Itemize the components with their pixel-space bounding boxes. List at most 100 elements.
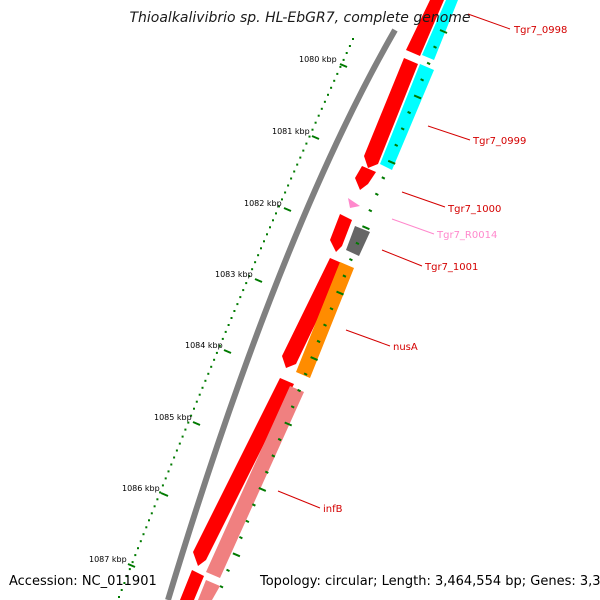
gene-tail[interactable]: [180, 570, 204, 600]
major-tick: [127, 563, 136, 568]
inner-tick: [219, 585, 224, 589]
scale-dot-track: [118, 38, 354, 598]
scale-dot: [260, 247, 262, 250]
scale-dot: [320, 107, 323, 110]
scale-dot: [272, 219, 274, 222]
label-line-tgr7-0998: [467, 13, 511, 30]
gene-label: nusA: [393, 342, 418, 353]
scale-dot: [348, 45, 351, 47]
scale-dot: [118, 596, 120, 598]
scale-dot: [145, 526, 148, 529]
scale-dot: [213, 358, 216, 361]
scale-dot: [342, 58, 345, 61]
major-tick: [254, 278, 263, 283]
scale-dot: [290, 177, 293, 180]
rna-tgr7-r0014[interactable]: [348, 198, 360, 208]
major-tick: [160, 492, 169, 497]
scale-dot: [266, 233, 268, 236]
inner-tick: [238, 536, 243, 540]
inner-tick: [245, 519, 250, 523]
inner-tick: [336, 290, 344, 296]
label-line-tgr7-r0014: [391, 218, 435, 235]
scale-dot: [201, 386, 204, 389]
gene-label: Tgr7_1001: [424, 262, 478, 273]
gene-nusa-neighbor[interactable]: [282, 258, 344, 368]
scale-dot: [123, 582, 126, 584]
inner-tick: [433, 45, 437, 49]
scale-dot: [221, 337, 224, 340]
gene-label: Tgr7_0999: [472, 136, 526, 147]
scale-dot: [236, 303, 239, 306]
scale-dot: [333, 79, 336, 82]
inner-tick: [323, 323, 327, 327]
scale-dot: [159, 491, 162, 494]
scale-dot: [184, 428, 187, 431]
kbp-labels: 1080 kbp 1081 kbp 1082 kbp 1083 kbp 1084…: [89, 55, 337, 564]
inner-tick: [226, 568, 230, 572]
scale-dot: [139, 540, 142, 543]
scale-dot: [254, 261, 257, 264]
inner-tick: [329, 307, 334, 311]
scale-dot: [278, 205, 280, 208]
kbp-label: 1083 kbp: [215, 270, 253, 279]
scale-dot: [167, 470, 170, 473]
inner-tick: [316, 339, 321, 344]
scale-dot: [327, 93, 329, 96]
gene-gray[interactable]: [346, 226, 370, 256]
scale-dot: [181, 435, 184, 438]
gene-salmon-tail[interactable]: [198, 580, 220, 600]
major-tick: [339, 63, 348, 68]
gene-tgr7-1000[interactable]: [355, 166, 376, 190]
scale-dot: [311, 128, 314, 131]
kbp-label: 1082 kbp: [244, 199, 282, 208]
scale-dot: [134, 554, 137, 557]
scale-dot: [339, 65, 342, 68]
scale-dot: [187, 421, 190, 424]
inner-tick: [368, 209, 373, 213]
major-tick: [192, 421, 201, 426]
inner-tick: [348, 258, 353, 262]
scale-dot: [120, 589, 123, 591]
inner-tick: [420, 78, 425, 82]
scale-dot: [284, 191, 287, 194]
scale-dot: [299, 156, 302, 159]
scale-dot: [296, 163, 299, 166]
map-title: Thioalkalivibrio sp. HL-EbGR7, complete …: [129, 10, 471, 26]
gene-orange[interactable]: [296, 262, 354, 378]
label-line-tgr7-1000: [401, 191, 446, 208]
inner-tick: [400, 127, 405, 131]
accession-label: Accession: NC_011901: [9, 574, 157, 589]
scale-dot: [269, 226, 271, 229]
scale-dot: [218, 344, 221, 347]
scale-dot: [215, 351, 218, 354]
scale-dot: [175, 449, 178, 452]
scale-dot: [233, 310, 236, 312]
gene-label: Tgr7_0998: [513, 25, 567, 36]
scale-dot: [242, 289, 245, 292]
scale-dot: [317, 114, 320, 117]
tick-marks: [127, 63, 348, 568]
major-tick: [311, 135, 320, 140]
scale-dot: [352, 38, 354, 40]
gene-salmon[interactable]: [206, 386, 304, 578]
scale-dot: [308, 135, 311, 138]
inner-tick: [232, 552, 241, 558]
scale-dot: [148, 519, 150, 522]
scale-dot: [330, 86, 333, 89]
scale-dot: [164, 477, 167, 480]
gene-tgr7-0999[interactable]: [364, 58, 418, 168]
inner-tick: [264, 470, 269, 474]
gene-tgr7-0998[interactable]: [406, 0, 444, 56]
inner-tick: [374, 192, 379, 196]
scale-dot: [305, 142, 308, 145]
inner-tick: [381, 176, 386, 180]
scale-dot: [142, 533, 145, 536]
gene-label: Tgr7_1000: [447, 204, 501, 215]
kbp-label: 1087 kbp: [89, 555, 127, 564]
gene-cyan-2[interactable]: [380, 64, 434, 170]
scale-dot: [257, 254, 260, 257]
inner-tick: [297, 388, 302, 393]
scale-dot: [204, 379, 207, 382]
gene-tgr7-1001[interactable]: [330, 214, 352, 252]
gene-infb-neighbor[interactable]: [193, 378, 294, 566]
